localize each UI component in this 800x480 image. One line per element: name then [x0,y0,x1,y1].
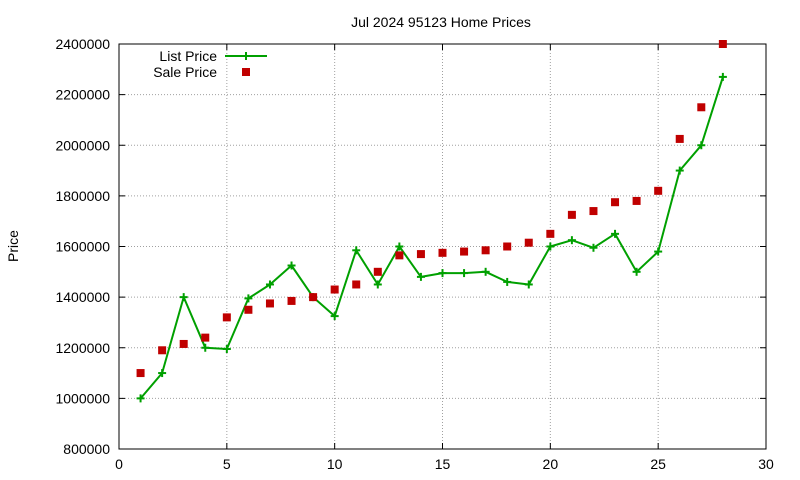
legend-label-list-price: List Price [159,48,217,64]
axis-ticks: 0 5 10 15 20 25 30 800000 1000000 1200000 1400000 1… [55,36,774,472]
sale-price-point [222,313,231,322]
series-layer [136,40,727,403]
y-tick-label: 800000 [63,441,110,457]
list-price-point [481,267,490,276]
y-tick-label: 1800000 [55,188,110,204]
sale-price-point [179,339,188,348]
list-price-point [503,277,512,286]
list-price-point [460,269,469,278]
sale-price-point [395,251,404,260]
list-price-point [287,261,296,270]
list-price-point [201,343,210,352]
y-axis-label: Price [5,230,21,262]
sale-price-point [611,198,620,207]
list-price-point [158,369,167,378]
y-tick-label: 1000000 [55,390,110,406]
sale-price-point [244,305,253,314]
sale-price-series [136,40,727,378]
legend-swatch-marker [242,68,250,76]
list-price-point [546,242,555,251]
sale-price-point [201,333,210,342]
list-price-point [222,345,231,354]
list-price-point [136,394,145,403]
sale-price-point [438,248,447,257]
list-price-point [589,243,598,252]
sale-price-point [481,246,490,255]
list-price-point [675,166,684,175]
list-price-point [416,272,425,281]
sale-price-point [503,242,512,251]
list-price-point [524,280,533,289]
list-price-point [265,280,274,289]
sale-price-point [373,267,382,276]
sale-price-point [524,238,533,247]
x-tick-label: 15 [435,456,451,472]
legend-label-sale-price: Sale Price [153,64,217,80]
x-tick-label: 10 [327,456,343,472]
list-price-point [632,267,641,276]
x-tick-label: 5 [223,456,231,472]
list-price-line [139,76,724,400]
x-tick-label: 30 [758,456,774,472]
plot-frame [118,43,767,450]
sale-price-point [654,186,663,195]
y-tick-label: 2400000 [55,36,110,52]
sale-price-point [697,103,706,112]
sale-price-point [589,207,598,216]
sale-price-point [718,40,727,48]
list-price-series [136,72,727,403]
sale-price-point [330,285,339,294]
y-tick-label: 2200000 [55,87,110,103]
y-tick-label: 2000000 [55,137,110,153]
chart-title: Jul 2024 95123 Home Prices [351,14,531,30]
grid [119,44,766,449]
sale-price-point [546,229,555,238]
list-price-point [395,242,404,251]
x-tick-label: 0 [115,456,123,472]
list-price-point [438,269,447,278]
list-price-point [697,141,706,150]
list-price-point [718,72,727,81]
sale-price-point [265,299,274,308]
y-tick-label: 1400000 [55,289,110,305]
sale-price-point [567,210,576,219]
sale-price-point [460,247,469,256]
list-price-point [330,312,339,321]
list-price-point [654,247,663,256]
list-price-point [244,294,253,303]
y-tick-label: 1600000 [55,239,110,255]
sale-price-point [632,196,641,205]
sale-price-point [416,250,425,259]
list-price-point [179,293,188,302]
legend-swatch-marker [242,52,250,60]
y-tick-label: 1200000 [55,340,110,356]
sale-price-point [352,280,361,289]
sale-price-point [287,296,296,305]
list-price-point [611,229,620,238]
list-price-point [352,246,361,255]
sale-price-point [675,134,684,143]
list-price-point [567,236,576,245]
x-tick-label: 25 [650,456,666,472]
sale-price-point [136,369,145,378]
sale-price-point [158,346,167,355]
sale-price-point [309,293,318,302]
x-tick-label: 20 [543,456,559,472]
list-price-point [373,280,382,289]
